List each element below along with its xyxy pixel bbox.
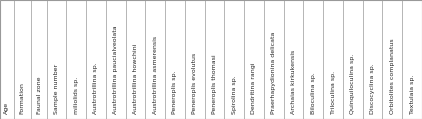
Text: Quinquiloculina sp.: Quinquiloculina sp. [350,54,355,114]
Text: Age: Age [4,102,9,114]
Text: Praerhapydionina delicata: Praerhapydionina delicata [271,32,276,114]
Text: Discocyclina sp.: Discocyclina sp. [370,64,375,114]
Text: Austrotrillina sp.: Austrotrillina sp. [93,63,98,114]
Text: Peneroplis thomasi: Peneroplis thomasi [212,55,217,114]
Text: Triloculina sp.: Triloculina sp. [330,71,335,114]
Text: Spirolina sp.: Spirolina sp. [232,76,237,114]
Text: Dendritina rangi: Dendritina rangi [252,63,257,114]
Text: Austrotrillina howchini: Austrotrillina howchini [133,44,138,114]
Text: Textulaia sp.: Textulaia sp. [410,75,415,114]
Text: Austrotrillina asmerensis: Austrotrillina asmerensis [153,36,158,114]
Text: Peneroplis evolutus: Peneroplis evolutus [192,53,197,114]
Text: miliolids sp.: miliolids sp. [73,77,78,114]
Text: Orbitolites complanatus: Orbitolites complanatus [390,39,395,114]
Text: Formation: Formation [20,82,25,114]
Text: Faunal zone: Faunal zone [37,77,41,114]
Text: Sample number: Sample number [54,64,60,114]
Text: Archaias kirkukensis: Archaias kirkukensis [291,50,296,114]
Text: Peneroplis sp.: Peneroplis sp. [173,71,177,114]
Text: Biloculina sp.: Biloculina sp. [311,72,316,114]
Text: Austrotrillina paucialveolata: Austrotrillina paucialveolata [113,26,118,114]
